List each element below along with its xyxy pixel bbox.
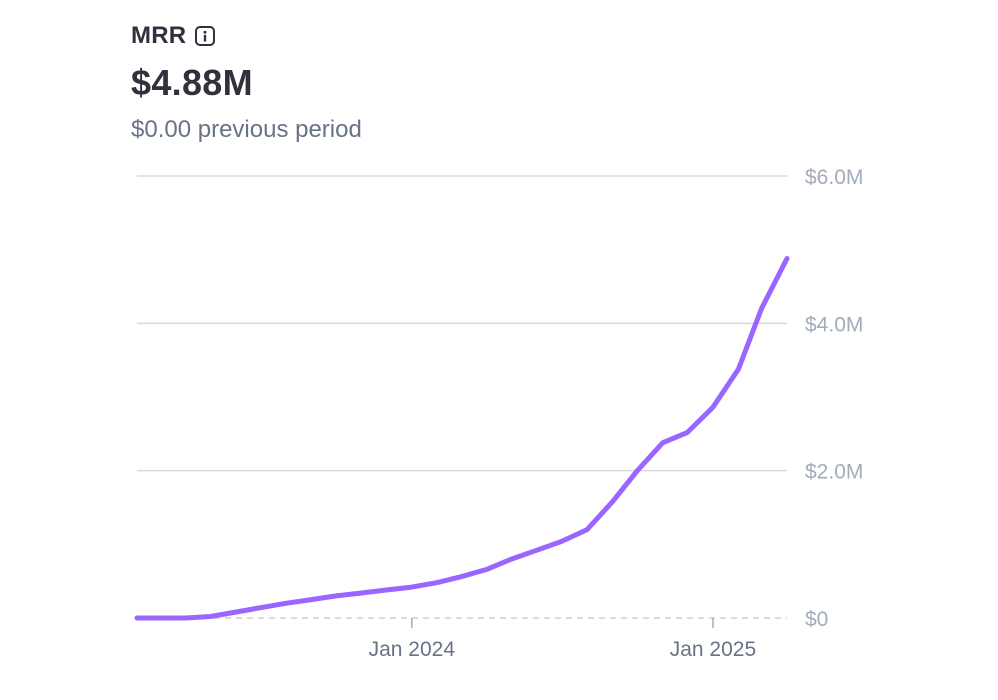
data-point[interactable]: [208, 614, 213, 619]
data-point[interactable]: [635, 468, 640, 473]
metric-title-row: MRR: [131, 18, 362, 54]
data-point[interactable]: [509, 557, 514, 562]
data-point[interactable]: [435, 580, 440, 585]
y-tick-label: $6.0M: [805, 166, 863, 189]
data-point[interactable]: [660, 440, 665, 445]
data-point[interactable]: [158, 616, 163, 621]
data-point[interactable]: [459, 574, 464, 579]
data-point[interactable]: [409, 585, 414, 590]
metric-header: MRR $4.88M $0.00 previous period: [131, 18, 362, 144]
data-point[interactable]: [233, 610, 238, 615]
data-point[interactable]: [334, 593, 339, 598]
data-point[interactable]: [585, 527, 590, 532]
data-point[interactable]: [309, 597, 314, 602]
metric-comparison: $0.00 previous period: [131, 116, 362, 143]
data-point[interactable]: [785, 256, 790, 261]
data-point[interactable]: [610, 499, 615, 504]
data-point[interactable]: [258, 605, 263, 610]
x-tick-label: Jan 2025: [670, 638, 756, 661]
metric-title: MRR: [131, 22, 187, 49]
data-point[interactable]: [534, 548, 539, 553]
data-point[interactable]: [283, 601, 288, 606]
data-point[interactable]: [736, 367, 741, 372]
data-point[interactable]: [559, 539, 564, 544]
metric-value: $4.88M: [131, 62, 253, 103]
y-tick-label: $4.0M: [805, 313, 863, 336]
data-point[interactable]: [183, 616, 188, 621]
x-tick-label: Jan 2024: [369, 638, 456, 661]
y-tick-label: $0: [805, 608, 828, 631]
data-point[interactable]: [685, 430, 690, 435]
series-line[interactable]: [134, 256, 790, 621]
info-icon[interactable]: [194, 25, 216, 47]
data-point[interactable]: [484, 567, 489, 572]
data-point[interactable]: [710, 405, 715, 410]
data-point[interactable]: [359, 591, 364, 596]
data-point[interactable]: [135, 616, 140, 621]
y-tick-label: $2.0M: [805, 461, 863, 484]
data-point[interactable]: [384, 588, 389, 593]
data-point[interactable]: [759, 306, 764, 311]
